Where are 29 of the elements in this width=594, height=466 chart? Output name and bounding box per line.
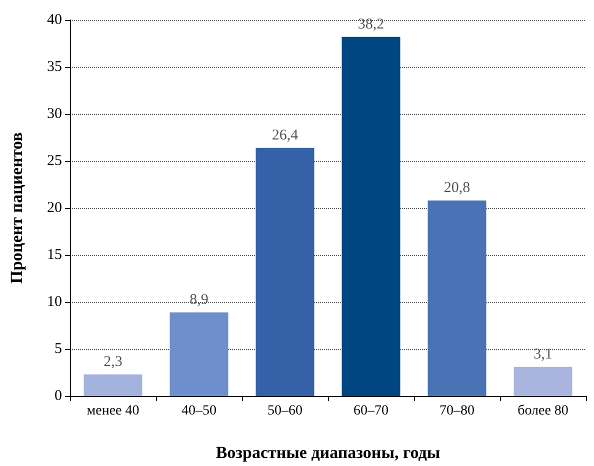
y-tick-label: 15 — [47, 247, 62, 263]
data-label: 38,2 — [358, 16, 384, 32]
bar — [84, 374, 142, 396]
data-label: 2,3 — [104, 354, 122, 370]
x-tick-label: 70–80 — [440, 404, 474, 418]
y-axis-title: Процент пациентов — [7, 132, 26, 284]
bar — [342, 36, 400, 396]
y-tick-label: 25 — [47, 153, 62, 169]
x-axis-title: Возрастные диапазоны, годы — [216, 443, 440, 462]
y-tick-label: 5 — [54, 341, 62, 357]
bar — [256, 148, 314, 396]
bar — [170, 312, 228, 396]
y-tick-label: 30 — [47, 106, 62, 122]
y-tick-label: 0 — [54, 388, 62, 404]
y-tick-label: 20 — [47, 200, 62, 216]
x-tick-label: 50–60 — [268, 404, 302, 418]
x-tick-label: менее 40 — [86, 404, 140, 418]
data-label: 3,1 — [534, 346, 552, 362]
x-tick-label: 60–70 — [354, 404, 388, 418]
x-tick-label: 40–50 — [182, 404, 216, 418]
data-label: 26,4 — [272, 127, 299, 144]
bar — [428, 200, 486, 396]
y-tick-label: 40 — [47, 12, 62, 28]
x-tick-label: более 80 — [518, 404, 568, 418]
data-label: 8,9 — [190, 292, 208, 308]
bar — [514, 366, 572, 396]
data-label: 20,8 — [444, 180, 470, 196]
y-tick-label: 10 — [47, 294, 62, 310]
y-tick-label: 35 — [47, 59, 62, 75]
